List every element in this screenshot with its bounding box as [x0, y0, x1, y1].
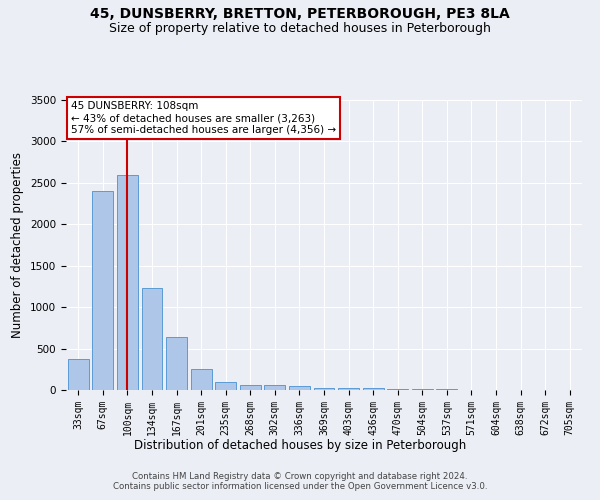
Text: Contains HM Land Registry data © Crown copyright and database right 2024.: Contains HM Land Registry data © Crown c…	[132, 472, 468, 481]
Bar	[191, 370, 212, 390]
Bar	[117, 176, 138, 390]
Text: 45 DUNSBERRY: 108sqm
← 43% of detached houses are smaller (3,263)
57% of semi-de: 45 DUNSBERRY: 108sqm ← 43% of detached h…	[71, 102, 336, 134]
Bar	[68, 358, 89, 390]
Text: Contains public sector information licensed under the Open Government Licence v3: Contains public sector information licen…	[113, 482, 487, 491]
Y-axis label: Number of detached properties: Number of detached properties	[11, 152, 25, 338]
Bar	[142, 288, 163, 390]
Bar	[215, 382, 236, 390]
Bar	[289, 386, 310, 390]
Text: Size of property relative to detached houses in Peterborough: Size of property relative to detached ho…	[109, 22, 491, 35]
Text: Distribution of detached houses by size in Peterborough: Distribution of detached houses by size …	[134, 440, 466, 452]
Bar	[362, 388, 383, 390]
Bar	[265, 386, 286, 390]
Text: 45, DUNSBERRY, BRETTON, PETERBOROUGH, PE3 8LA: 45, DUNSBERRY, BRETTON, PETERBOROUGH, PE…	[90, 8, 510, 22]
Bar	[338, 388, 359, 390]
Bar	[387, 389, 408, 390]
Bar	[92, 191, 113, 390]
Bar	[412, 389, 433, 390]
Bar	[240, 384, 261, 390]
Bar	[166, 337, 187, 390]
Bar	[314, 388, 334, 390]
